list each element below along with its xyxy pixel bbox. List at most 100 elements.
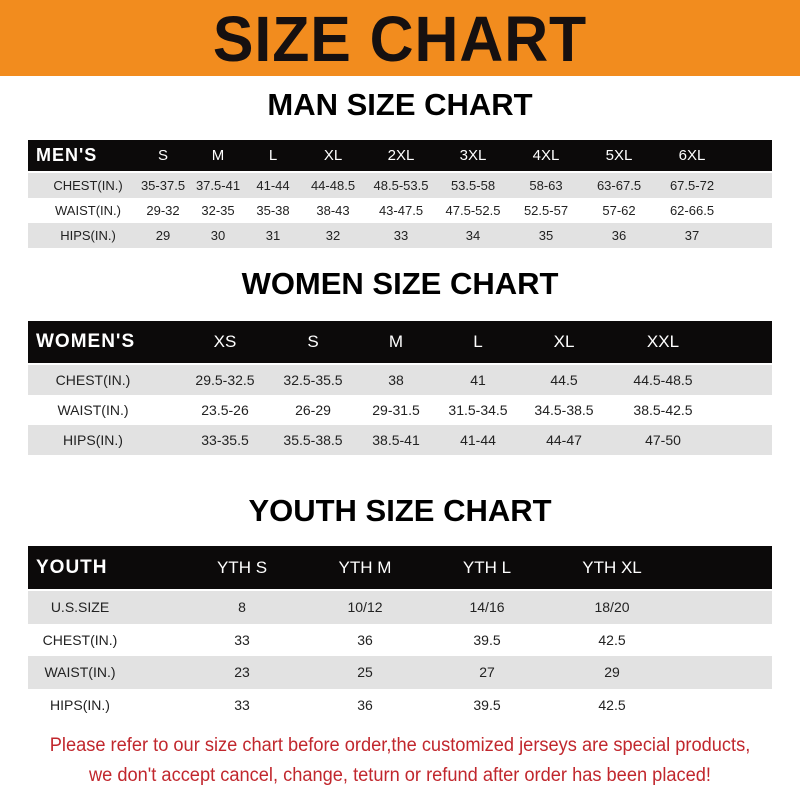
table-cell: 63-67.5 (596, 178, 642, 193)
youth-size-table: YOUTH YTH S YTH M YTH L YTH XL U.S.SIZE 8 10/12… (28, 546, 772, 721)
table-cell: 33 (234, 696, 250, 713)
row-label: WAIST(IN.) (55, 203, 121, 218)
table-cell: 8 (238, 599, 246, 616)
size-header-cell: 3XL (459, 147, 487, 164)
size-header-cell: S (307, 332, 319, 351)
size-header-cell: M (211, 147, 225, 164)
table-title-cell: YOUTH (36, 556, 108, 578)
size-header-cell: XL (323, 147, 343, 164)
table-cell: 34 (465, 228, 481, 243)
women-size-table: WOMEN'S XS S M L XL XXL CHEST(IN.) 29.5-32.5 32.5… (28, 321, 772, 455)
size-header-cell: XL (553, 332, 575, 351)
table-cell: 52.5-57 (523, 203, 569, 218)
table-cell: 29-32 (146, 203, 180, 218)
table-cell: 29-31.5 (372, 402, 420, 418)
table-cell: 42.5 (598, 696, 626, 713)
table-cell: 48.5-53.5 (373, 178, 429, 193)
table-cell: 34.5-38.5 (534, 402, 594, 418)
table-cell: 31.5-34.5 (448, 402, 508, 418)
row-label: HIPS(IN.) (50, 696, 110, 713)
table-cell: 36 (611, 228, 627, 243)
table-cell: 38 (388, 372, 404, 388)
table-header-row: MEN'S S M L XL 2XL 3XL 4XL 5XL 6XL (28, 140, 772, 171)
size-header-cell: 2XL (387, 147, 415, 164)
size-header-cell: YTH L (462, 557, 512, 577)
notice-line-1: Please refer to our size chart before or… (49, 735, 751, 756)
table-cell: 29 (155, 228, 171, 243)
size-header-cell: M (388, 332, 404, 351)
table-cell: 38.5-42.5 (633, 402, 693, 418)
table-cell: 39.5 (473, 696, 501, 713)
table-cell: 32.5-35.5 (283, 372, 343, 388)
table-cell: 38.5-41 (372, 432, 420, 448)
men-heading: MAN SIZE CHART (267, 87, 533, 122)
table-cell: 47-50 (645, 432, 681, 448)
row-label: U.S.SIZE (50, 599, 110, 616)
table-row: WAIST(IN.) 23 25 27 29 (28, 656, 772, 689)
table-cell: 23 (234, 664, 250, 681)
table-row: U.S.SIZE 8 10/12 14/16 18/20 (28, 591, 772, 624)
table-header-row: WOMEN'S XS S M L XL XXL (28, 321, 772, 363)
table-row: HIPS(IN.) 29 30 31 32 33 34 35 36 37 (28, 223, 772, 248)
table-cell: 35-37.5 (140, 178, 186, 193)
table-cell: 62-66.5 (669, 203, 715, 218)
size-header-cell: XXL (646, 332, 680, 351)
row-label: HIPS(IN.) (63, 432, 123, 448)
table-cell: 43-47.5 (378, 203, 424, 218)
size-header-cell: S (157, 147, 169, 164)
table-cell: 33-35.5 (201, 432, 249, 448)
banner-title: SIZE CHART (212, 3, 588, 75)
table-cell: 33 (234, 631, 250, 648)
table-cell: 14/16 (469, 599, 505, 616)
size-header-cell: YTH S (216, 557, 268, 577)
row-label: WAIST(IN.) (44, 664, 116, 681)
table-cell: 33 (393, 228, 409, 243)
notice-line-2: we don't accept cancel, change, teturn o… (88, 765, 712, 786)
table-cell: 67.5-72 (669, 178, 715, 193)
size-header-cell: L (473, 332, 483, 351)
table-row: CHEST(IN.) 29.5-32.5 32.5-35.5 38 41 44.5 44.5… (28, 365, 772, 395)
table-row: HIPS(IN.) 33 36 39.5 42.5 (28, 688, 772, 721)
table-title-cell: MEN'S (36, 145, 98, 165)
youth-heading: YOUTH SIZE CHART (248, 493, 552, 528)
table-cell: 23.5-26 (201, 402, 249, 418)
table-cell: 36 (357, 631, 373, 648)
table-cell: 41 (470, 372, 486, 388)
men-size-table: MEN'S S M L XL 2XL 3XL 4XL 5XL 6XL CHEST(IN.) 35-37… (28, 140, 772, 248)
table-cell: 29 (604, 664, 620, 681)
table-cell: 41-44 (460, 432, 496, 448)
row-label: WAIST(IN.) (57, 402, 129, 418)
table-cell: 42.5 (598, 631, 626, 648)
row-label: CHEST(IN.) (53, 178, 123, 193)
table-row: WAIST(IN.) 29-32 32-35 35-38 38-43 43-47.5 47.… (28, 198, 772, 223)
table-cell: 57-62 (602, 203, 636, 218)
size-header-cell: YTH M (338, 557, 392, 577)
size-header-cell: 6XL (678, 147, 706, 164)
row-label: CHEST(IN.) (55, 372, 131, 388)
row-label: CHEST(IN.) (42, 631, 118, 648)
table-cell: 44-47 (546, 432, 582, 448)
table-row: WAIST(IN.) 23.5-26 26-29 29-31.5 31.5-34.5 34… (28, 395, 772, 425)
table-cell: 53.5-58 (450, 178, 496, 193)
size-header-cell: 5XL (605, 147, 633, 164)
table-cell: 39.5 (473, 631, 501, 648)
table-row: CHEST(IN.) 35-37.5 37.5-41 41-44 44-48.5 48.5… (28, 173, 772, 198)
table-cell: 32-35 (201, 203, 235, 218)
size-header-cell: YTH XL (582, 557, 642, 577)
table-cell: 44.5 (550, 372, 578, 388)
table-cell: 41-44 (256, 178, 290, 193)
women-heading: WOMEN SIZE CHART (241, 266, 559, 301)
table-cell: 44-48.5 (310, 178, 356, 193)
row-label: HIPS(IN.) (60, 228, 116, 243)
table-cell: 27 (479, 664, 495, 681)
table-title-cell: WOMEN'S (36, 331, 136, 352)
size-header-cell: L (268, 147, 278, 164)
table-cell: 32 (325, 228, 341, 243)
table-cell: 35 (538, 228, 554, 243)
table-cell: 47.5-52.5 (445, 203, 501, 218)
table-row: CHEST(IN.) 33 36 39.5 42.5 (28, 623, 772, 656)
table-cell: 25 (357, 664, 373, 681)
table-header-row: YOUTH YTH S YTH M YTH L YTH XL (28, 546, 772, 589)
table-cell: 18/20 (594, 599, 630, 616)
